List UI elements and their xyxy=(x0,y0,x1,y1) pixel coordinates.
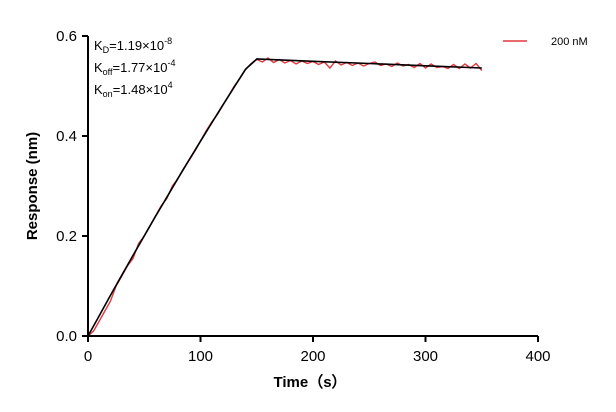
x-tick-label: 300 xyxy=(413,348,438,365)
kon-annotation: Kon=1.48×104 xyxy=(94,80,173,99)
x-tick-label: 400 xyxy=(525,348,550,365)
svg-text:Kon=1.48×104: Kon=1.48×104 xyxy=(94,80,173,99)
fit-curve-line xyxy=(87,58,482,337)
legend: 200 nM xyxy=(503,36,588,48)
y-tick-label: 0.6 xyxy=(56,28,77,45)
koff-annotation: Koff=1.77×10-4 xyxy=(94,58,175,77)
ticks: 0 100 200 300 400 0.0 0.2 0.4 0.6 xyxy=(56,28,550,365)
legend-label: 200 nM xyxy=(551,36,588,48)
y-axis-title: Response (nm) xyxy=(24,132,41,240)
x-tick-label: 100 xyxy=(188,348,213,365)
x-tick-label: 0 xyxy=(84,348,92,365)
y-tick-label: 0.2 xyxy=(56,228,77,245)
svg-text:KD=1.19×10-8: KD=1.19×10-8 xyxy=(94,36,172,55)
plot-area xyxy=(87,57,483,337)
x-axis-title: Time（s） xyxy=(273,373,346,391)
y-tick-label: 0.0 xyxy=(56,328,77,345)
svg-text:Koff=1.77×10-4: Koff=1.77×10-4 xyxy=(94,58,175,77)
kd-annotation: KD=1.19×10-8 xyxy=(94,36,172,55)
series-200nM-line xyxy=(87,57,483,337)
x-tick-label: 200 xyxy=(300,348,325,365)
y-tick-label: 0.4 xyxy=(56,128,77,145)
